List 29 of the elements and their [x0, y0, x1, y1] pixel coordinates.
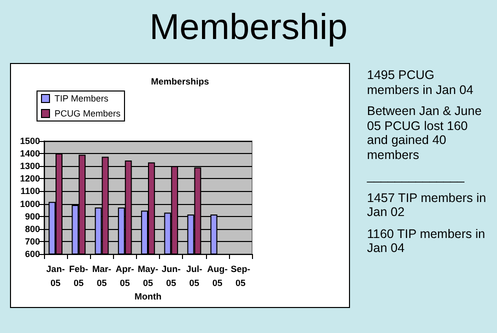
y-tick-label: 800 [24, 224, 40, 234]
y-tick-label: 700 [24, 236, 40, 246]
text: 1495 PCUG members in Jan 04 [367, 68, 474, 97]
y-tick-label: 900 [24, 211, 40, 222]
y-tick-label: 1400 [20, 148, 40, 159]
x-tick-label: Aug-05 [207, 264, 228, 288]
y-tick-label: 1500 [20, 136, 40, 146]
x-axis-title: Month [134, 292, 162, 302]
x-tick-label: Mar-05 [92, 264, 112, 288]
text: ______________ [367, 169, 466, 184]
x-tick-label: Sep-05 [230, 264, 250, 288]
text: 1160 TIP members in Jan 04 [367, 226, 486, 256]
y-tick-label: 1200 [20, 174, 40, 184]
y-tick-label: 1100 [20, 186, 40, 196]
x-tick-label: Jul-05 [186, 264, 202, 288]
y-tick-label: 1000 [20, 198, 40, 209]
text: 1457 TIP members in Jan 02 [367, 190, 488, 220]
x-tick-label: Jan-05 [46, 264, 65, 288]
x-tick-label: Apr-05 [116, 264, 134, 288]
x-tick-label: Jun-05 [162, 264, 181, 288]
x-tick-label: May-05 [138, 264, 158, 288]
text: Between Jan & June 05 PCUG lost 160 and gained 40 members [367, 104, 483, 162]
legend-label: TIP Members [54, 94, 109, 104]
x-tick-label: Feb-05 [69, 264, 88, 288]
legend-label: PCUG Members [54, 108, 122, 118]
chart-title: Membership [148, 6, 349, 48]
y-tick-label: 600 [24, 249, 40, 259]
chart-subtitle: Memberships [150, 76, 210, 86]
y-tick-label: 1300 [20, 161, 40, 172]
